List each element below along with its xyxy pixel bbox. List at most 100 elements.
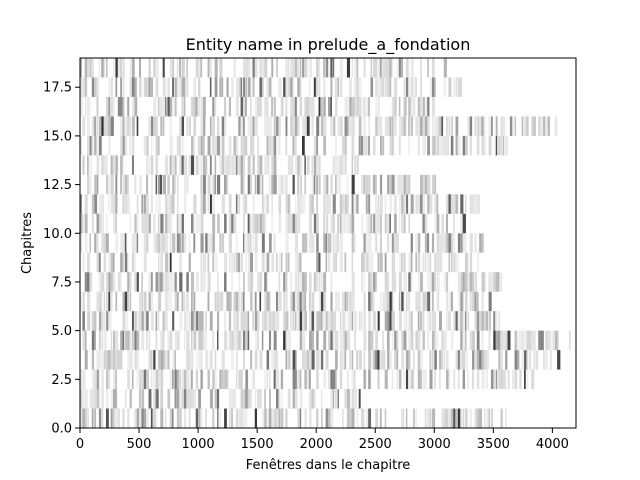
heatmap-cell [309,369,311,390]
heatmap-cell [136,350,140,370]
heatmap-cell [309,272,312,292]
heatmap-cell [379,174,383,195]
heatmap-cell [330,77,333,97]
heatmap-cell [224,96,227,117]
heatmap-cell [139,77,142,97]
heatmap-cell [242,272,245,292]
heatmap-cell [224,311,227,331]
heatmap-cell [302,311,306,331]
heatmap-cell [200,408,203,428]
heatmap-cell [410,194,414,214]
heatmap-cell [115,58,119,78]
heatmap-cell [186,116,189,136]
heatmap-cell [214,291,217,312]
heatmap-cell [377,369,380,390]
heatmap-cell [84,350,88,370]
heatmap-cell [294,58,298,78]
heatmap-cell [318,291,322,312]
heatmap-cell [191,369,193,390]
heatmap-cell [247,272,251,292]
heatmap-cell [398,252,401,273]
heatmap-cell [519,369,522,390]
heatmap-cell [391,272,394,292]
heatmap-cell [379,233,382,253]
heatmap-cell [131,155,134,175]
heatmap-cell [124,135,128,156]
heatmap-cell [259,174,262,195]
heatmap-cell [505,135,509,156]
heatmap-cell [254,233,258,253]
heatmap-cell [198,408,201,428]
heatmap-cell [235,77,238,97]
heatmap-cell [240,389,243,409]
heatmap-cell [304,174,307,195]
heatmap-cell [169,408,174,428]
heatmap-cell [332,116,336,136]
heatmap-cell [101,58,105,78]
heatmap-cell [285,135,288,156]
heatmap-cell [87,116,91,136]
heatmap-cell [439,252,443,273]
heatmap-cell [431,116,435,136]
heatmap-cell [266,135,269,156]
heatmap-cell [368,350,372,370]
heatmap-cell [82,213,84,234]
heatmap-cell [429,350,432,370]
heatmap-cell [479,233,483,253]
heatmap-cell [200,272,203,292]
heatmap-cell [356,350,358,370]
heatmap-cell [183,96,186,117]
heatmap-cell [169,291,172,312]
heatmap-cell [139,389,141,409]
heatmap-cell [146,194,149,214]
heatmap-cell [379,77,383,97]
heatmap-cell [84,233,88,253]
heatmap-cell [257,272,261,292]
heatmap-cell [290,77,293,97]
heatmap-cell [309,233,313,253]
heatmap-cell [247,155,251,175]
heatmap-cell [157,369,161,390]
heatmap-cell [299,408,302,428]
heatmap-cell [500,369,504,390]
heatmap-cell [351,350,354,370]
heatmap-cell [346,369,349,390]
heatmap-cell [228,233,232,253]
heatmap-cell [283,272,286,292]
heatmap-cell [346,96,349,117]
heatmap-cell [450,330,454,351]
heatmap-cell [361,135,363,156]
heatmap-cell [294,233,299,253]
heatmap-cell [143,213,147,234]
heatmap-cell [439,135,443,156]
heatmap-cell [136,116,139,136]
heatmap-cell [368,213,371,234]
heatmap-cell [105,272,109,292]
heatmap-cell [80,194,82,214]
heatmap-cell [120,58,122,78]
heatmap-cell [120,155,124,175]
heatmap-cell [488,408,491,428]
heatmap-cell [268,369,271,390]
heatmap-cell [245,135,248,156]
heatmap-cell [150,135,153,156]
heatmap-cell [323,291,327,312]
heatmap-cell [254,408,257,428]
heatmap-cell [323,174,326,195]
heatmap-cell [474,408,478,428]
heatmap-cell [304,272,307,292]
heatmap-cell [417,272,421,292]
heatmap-cell [247,233,251,253]
heatmap-cell [266,252,270,273]
heatmap-cell [417,194,421,214]
heatmap-cell [387,330,390,351]
heatmap-cell [169,194,173,214]
heatmap-cell [268,408,273,428]
heatmap-cell [134,408,138,428]
heatmap-cell [311,233,315,253]
heatmap-cell [323,311,326,331]
heatmap-cell [169,369,172,390]
heatmap-cell [127,369,131,390]
heatmap-cell [200,252,203,273]
